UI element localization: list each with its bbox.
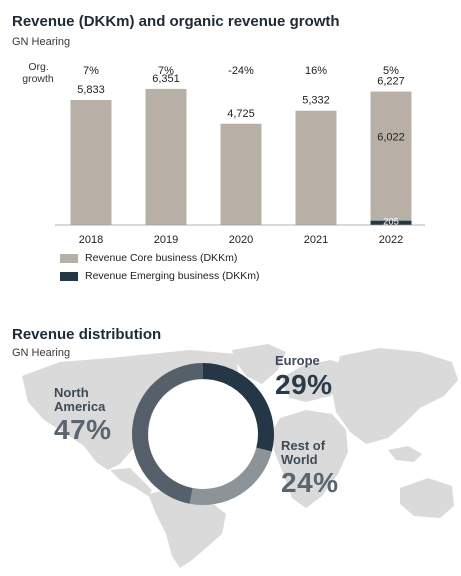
growth-label-2021: 16% [305, 65, 327, 77]
growth-label-2020: -24% [228, 65, 254, 77]
segment-label-core-2022: 6,022 [377, 132, 405, 144]
world-map [22, 344, 458, 568]
donut-slice-europe [202, 363, 274, 452]
growth-label-2019: 7% [158, 65, 174, 77]
region-rest-of-world-name: Rest of World [281, 438, 326, 467]
region-rest-of-world: Rest of World 24% [281, 439, 339, 498]
bar-emerging-2022 [370, 220, 412, 225]
donut-hole [148, 379, 258, 489]
revenue-donut [132, 363, 274, 505]
bar-core-2022 [370, 91, 412, 221]
year-label-2018: 2018 [79, 234, 103, 246]
region-north-america-pct: 47% [54, 414, 112, 446]
legend-core-label: Revenue Core business (DKKm) [85, 252, 238, 264]
total-label-2018: 5,833 [77, 84, 105, 96]
region-europe: Europe 29% [275, 354, 333, 399]
asia-shape [332, 348, 458, 444]
revenue-title: Revenue (DKKm) and organic revenue growt… [12, 13, 340, 30]
south-america-shape [148, 488, 226, 568]
year-label-2021: 2021 [304, 234, 328, 246]
region-europe-pct: 29% [275, 368, 333, 400]
legend-core: Revenue Core business (DKKm) [60, 252, 237, 264]
revenue-bar-chart: Org. growth 5,8337%20186,3517%20194,725-… [22, 61, 425, 246]
total-label-2019: 6,351 [152, 73, 180, 85]
donut-slice-north-america [132, 363, 204, 504]
distribution-title: Revenue distribution [12, 326, 162, 343]
legend-emerging-swatch [60, 271, 78, 281]
growth-label-2022: 5% [383, 65, 399, 77]
central-america-shape [110, 468, 152, 496]
org-growth-label: Org. growth [22, 61, 54, 85]
year-label-2020: 2020 [229, 234, 253, 246]
donut-slice-rest-of-world [189, 447, 272, 505]
segment-label-emerging-2022: 205 [383, 217, 399, 228]
year-label-2022: 2022 [379, 234, 403, 246]
distribution-subtitle: GN Hearing [12, 347, 71, 359]
africa-shape [272, 410, 348, 508]
bar-core-2020 [220, 123, 262, 225]
bar-core-2021 [295, 110, 337, 225]
bar-core-2018 [70, 100, 112, 225]
greenland-shape [232, 344, 286, 384]
total-label-2022: 6,227 [377, 76, 405, 88]
region-north-america: North America 47% [54, 386, 114, 445]
region-rest-of-world-pct: 24% [281, 467, 339, 499]
total-label-2021: 5,332 [302, 95, 330, 107]
australia-shape [400, 478, 454, 518]
world-map-panel: Europe 29% North America 47% Rest of Wor… [0, 338, 461, 571]
legend-emerging-label: Revenue Emerging business (DKKm) [85, 270, 260, 282]
bar-core-2019 [145, 88, 187, 226]
se-asia-shape [388, 446, 422, 462]
region-europe-name: Europe [275, 353, 320, 368]
year-label-2019: 2019 [154, 234, 178, 246]
legend-emerging: Revenue Emerging business (DKKm) [60, 270, 260, 282]
growth-label-2018: 7% [83, 65, 99, 77]
revenue-subtitle: GN Hearing [12, 36, 71, 48]
legend-core-swatch [60, 253, 78, 263]
region-north-america-name: North America [54, 385, 106, 414]
total-label-2020: 4,725 [227, 108, 255, 120]
